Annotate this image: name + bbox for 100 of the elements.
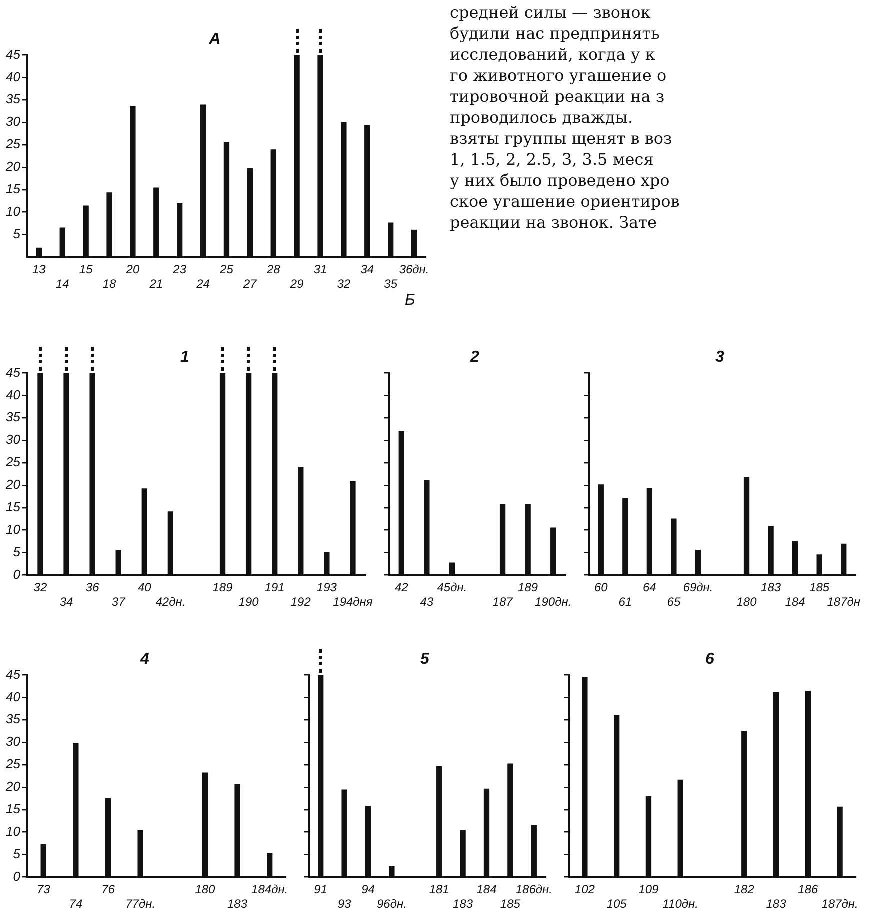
chart-title: 6 xyxy=(706,651,715,668)
x-tick-label: 21 xyxy=(148,277,164,292)
x-tick-label: 187 xyxy=(492,595,514,610)
text: исследований, когда у к xyxy=(450,44,656,65)
y-tick-label: 20 xyxy=(4,477,22,492)
x-tick-label: 73 xyxy=(36,882,51,897)
x-tick-label: 110дн. xyxy=(662,897,698,912)
x-tick-label: 182 xyxy=(734,882,755,897)
x-tick-label: 60 xyxy=(594,580,608,595)
x-tick-label: 43 xyxy=(420,595,434,610)
x-tick-label: 36 xyxy=(86,580,100,595)
y-tick-label: 0 xyxy=(13,566,22,582)
x-tick-label: 28 xyxy=(266,262,281,277)
y-tick-label: 35 xyxy=(6,712,22,727)
x-tick-label: 77дн. xyxy=(126,897,156,912)
x-tick-label: 185 xyxy=(810,580,830,595)
y-tick-label: 35 xyxy=(6,92,22,107)
x-tick-label: 193 xyxy=(316,580,338,595)
x-tick-label: 183 xyxy=(228,897,248,912)
x-tick-label: 186дн. xyxy=(516,882,552,897)
x-tick-label: 18 xyxy=(102,277,117,292)
x-tick-label: 42дн. xyxy=(156,595,186,610)
x-tick-label: 45дн. xyxy=(437,580,468,595)
x-tick-label: 93 xyxy=(338,897,352,912)
text: у них было проведено хро xyxy=(450,170,670,191)
y-tick-label: 40 xyxy=(6,69,22,84)
text: проводилось дважды. xyxy=(450,107,634,128)
chart-title: 5 xyxy=(420,651,431,668)
x-tick-label: 190 xyxy=(238,595,260,610)
x-tick-label: 14 xyxy=(56,277,70,292)
y-tick-label: 0 xyxy=(13,868,22,884)
x-tick-label: 24 xyxy=(196,277,210,292)
x-tick-label: 94 xyxy=(362,882,376,897)
x-tick-label: 187дн. xyxy=(822,897,858,912)
x-tick-label: 192 xyxy=(290,595,312,610)
x-tick-label: 187дн xyxy=(827,595,861,610)
text: го животного угашение о xyxy=(450,65,667,86)
x-tick-label: 183 xyxy=(766,897,787,912)
x-tick-label: 32 xyxy=(337,277,351,292)
x-tick-label: 180 xyxy=(195,882,216,897)
y-tick-label: 10 xyxy=(6,824,22,839)
x-tick-label: 13 xyxy=(32,262,46,277)
y-tick-label: 20 xyxy=(4,779,22,794)
text: Б xyxy=(405,291,416,311)
x-tick-label: 42 xyxy=(394,580,409,595)
x-tick-label: 15 xyxy=(79,262,94,277)
x-tick-label: 180 xyxy=(736,595,758,610)
y-tick-label: 25 xyxy=(4,136,22,152)
x-tick-label: 37 xyxy=(112,595,127,610)
chart-title: 4 xyxy=(140,651,150,668)
x-tick-label: 35 xyxy=(384,277,398,292)
x-tick-label: 36дн. xyxy=(399,262,430,277)
text: средней силы — звонок xyxy=(450,2,651,23)
chart-title: 1 xyxy=(180,349,190,366)
y-tick-label: 5 xyxy=(13,846,22,862)
x-tick-label: 23 xyxy=(172,262,187,277)
chart-title: 3 xyxy=(716,349,725,366)
x-tick-label: 31 xyxy=(314,262,328,277)
x-tick-label: 191 xyxy=(264,580,285,595)
x-tick-label: 34 xyxy=(360,262,374,277)
x-tick-label: 109 xyxy=(638,882,660,897)
text: ское угашение ориентиров xyxy=(450,191,680,212)
text: реакции на звонок. Зате xyxy=(450,212,657,233)
x-tick-label: 74 xyxy=(69,897,83,912)
y-tick-label: 45 xyxy=(6,364,22,380)
text: 1, 1.5, 2, 2.5, 3, 3.5 меся xyxy=(450,149,654,170)
x-tick-label: 194дня xyxy=(333,595,374,610)
x-tick-label: 181 xyxy=(429,882,450,897)
x-tick-label: 186 xyxy=(798,882,818,897)
x-tick-label: 183 xyxy=(453,897,474,912)
x-tick-label: 183 xyxy=(761,580,782,595)
text: будили нас предпринять xyxy=(450,23,660,44)
y-tick-label: 5 xyxy=(13,544,22,560)
y-tick-label: 45 xyxy=(6,666,22,682)
x-tick-label: 189 xyxy=(518,580,538,595)
y-tick-label: 15 xyxy=(6,801,22,816)
x-tick-label: 190дн. xyxy=(535,595,572,610)
text: взяты группы щенят в воз xyxy=(450,128,672,149)
y-tick-label: 15 xyxy=(6,499,22,514)
x-tick-label: 29 xyxy=(289,277,304,292)
y-tick-label: 40 xyxy=(6,689,22,704)
x-tick-label: 27 xyxy=(242,277,258,292)
x-tick-label: 91 xyxy=(314,882,328,897)
x-tick-label: 102 xyxy=(574,882,596,897)
x-tick-label: 32 xyxy=(34,580,48,595)
x-tick-label: 40 xyxy=(138,580,152,595)
x-tick-label: 189 xyxy=(212,580,234,595)
x-tick-label: 105 xyxy=(606,897,628,912)
x-tick-label: 184 xyxy=(476,882,498,897)
x-tick-label: 76 xyxy=(102,882,116,897)
y-tick-label: 35 xyxy=(6,410,22,425)
x-tick-label: 64 xyxy=(643,580,657,595)
x-tick-label: 185 xyxy=(500,897,521,912)
x-tick-label: 20 xyxy=(125,262,140,277)
y-tick-label: 10 xyxy=(6,522,22,537)
y-tick-label: 10 xyxy=(6,204,22,219)
y-tick-label: 30 xyxy=(6,114,22,130)
x-tick-label: 96дн. xyxy=(376,897,407,912)
y-tick-label: 25 xyxy=(4,454,22,470)
x-tick-label: 25 xyxy=(219,262,234,277)
